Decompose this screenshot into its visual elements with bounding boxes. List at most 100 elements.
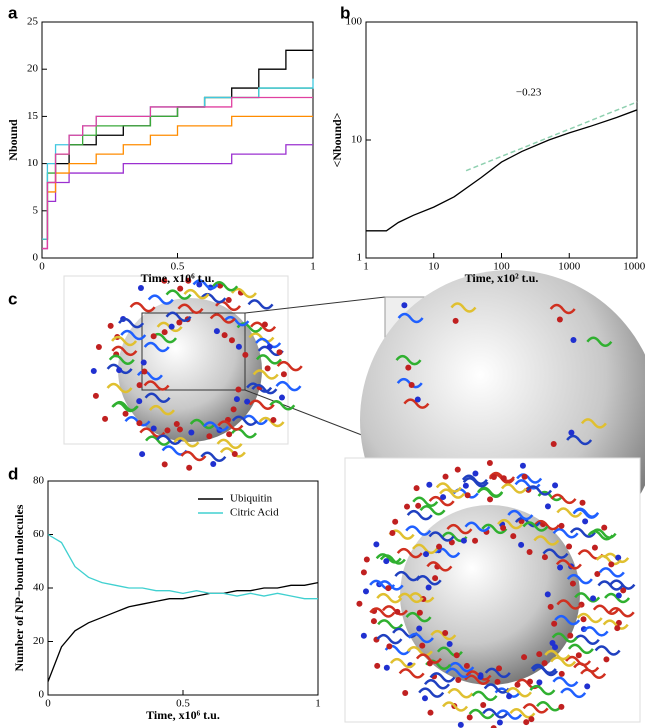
ion bbox=[186, 464, 193, 471]
ribbon bbox=[156, 434, 183, 445]
ribbon bbox=[389, 657, 416, 669]
ion bbox=[168, 323, 175, 330]
ion bbox=[213, 328, 220, 335]
ribbon bbox=[405, 525, 432, 536]
ribbon bbox=[609, 579, 636, 590]
ribbon bbox=[406, 509, 433, 521]
ion bbox=[552, 482, 559, 489]
ribbon bbox=[542, 548, 569, 559]
ribbon bbox=[526, 485, 553, 496]
ribbon bbox=[111, 401, 138, 413]
ion bbox=[276, 349, 283, 356]
ion bbox=[514, 681, 521, 688]
ion bbox=[490, 725, 497, 728]
ion bbox=[164, 427, 171, 434]
ion bbox=[374, 662, 381, 669]
x-tick-label: 1 bbox=[315, 698, 321, 710]
ion bbox=[177, 285, 184, 292]
ribbon bbox=[392, 627, 419, 639]
ion bbox=[426, 660, 433, 667]
ion bbox=[161, 277, 168, 284]
ion bbox=[496, 719, 503, 726]
ribbon bbox=[598, 567, 625, 578]
ribbon bbox=[497, 518, 524, 530]
ribbon bbox=[209, 313, 236, 324]
ion bbox=[270, 417, 277, 424]
ribbon bbox=[255, 354, 282, 365]
ribbon bbox=[379, 554, 406, 565]
x-axis-title: Time, x10⁶ t.u. bbox=[146, 708, 220, 722]
ion bbox=[416, 609, 423, 616]
ribbon bbox=[376, 592, 403, 604]
ribbon bbox=[143, 380, 170, 391]
ribbon bbox=[439, 488, 466, 499]
ion bbox=[136, 420, 143, 427]
ion bbox=[225, 297, 232, 304]
ribbon bbox=[428, 495, 455, 507]
ribbon bbox=[481, 523, 508, 535]
ion bbox=[386, 643, 393, 650]
ribbon bbox=[445, 667, 472, 679]
ribbon bbox=[550, 656, 577, 667]
ion bbox=[496, 665, 503, 672]
ion bbox=[550, 441, 557, 448]
ribbon bbox=[144, 392, 171, 403]
panel-label: b bbox=[340, 3, 350, 22]
ribbon bbox=[108, 354, 135, 365]
ribbon bbox=[231, 415, 258, 426]
ion bbox=[594, 571, 601, 578]
ribbon bbox=[248, 399, 275, 411]
ribbon bbox=[415, 653, 442, 664]
structure-images bbox=[63, 270, 645, 728]
ion bbox=[414, 396, 421, 403]
ion bbox=[150, 425, 157, 432]
ion bbox=[455, 677, 462, 684]
ribbon bbox=[573, 662, 600, 673]
ion bbox=[544, 503, 551, 510]
y-axis-title: <Nbound> bbox=[330, 112, 344, 167]
ion bbox=[620, 587, 627, 594]
ion bbox=[122, 410, 129, 417]
ribbon bbox=[129, 301, 156, 313]
ribbon bbox=[533, 519, 560, 531]
ribbon bbox=[482, 708, 509, 719]
ribbon bbox=[189, 418, 216, 430]
ion bbox=[235, 386, 242, 393]
ribbon bbox=[403, 398, 430, 409]
ribbon bbox=[419, 505, 446, 516]
ion bbox=[569, 580, 576, 587]
ion bbox=[228, 337, 235, 344]
y-tick-label: 25 bbox=[27, 16, 39, 28]
ribbon bbox=[594, 645, 621, 656]
ribbon bbox=[464, 521, 491, 532]
ribbon bbox=[552, 676, 579, 688]
ribbon bbox=[587, 529, 614, 541]
ion bbox=[510, 533, 517, 540]
ion bbox=[360, 632, 367, 639]
legend-label: Citric Acid bbox=[230, 507, 279, 519]
ribbon bbox=[241, 414, 268, 426]
ribbon bbox=[223, 315, 250, 327]
ion bbox=[421, 695, 428, 702]
ribbon bbox=[549, 303, 576, 315]
ion bbox=[558, 522, 565, 529]
ion bbox=[416, 625, 423, 632]
ion bbox=[426, 481, 433, 488]
ion bbox=[457, 721, 464, 728]
ion bbox=[107, 322, 114, 329]
ion bbox=[140, 359, 147, 366]
ion bbox=[102, 415, 109, 422]
ribbon bbox=[450, 302, 477, 313]
ribbon bbox=[396, 547, 423, 559]
zoom-line bbox=[244, 296, 386, 314]
y-tick-label: 20 bbox=[33, 635, 45, 647]
x-tick-label: 10 bbox=[428, 261, 440, 273]
ion bbox=[370, 618, 377, 625]
ribbon bbox=[251, 383, 278, 395]
ion bbox=[519, 462, 526, 469]
ion bbox=[242, 351, 249, 358]
ion bbox=[92, 392, 99, 399]
y-tick-label: 0 bbox=[39, 689, 45, 701]
ribbon bbox=[484, 667, 511, 679]
